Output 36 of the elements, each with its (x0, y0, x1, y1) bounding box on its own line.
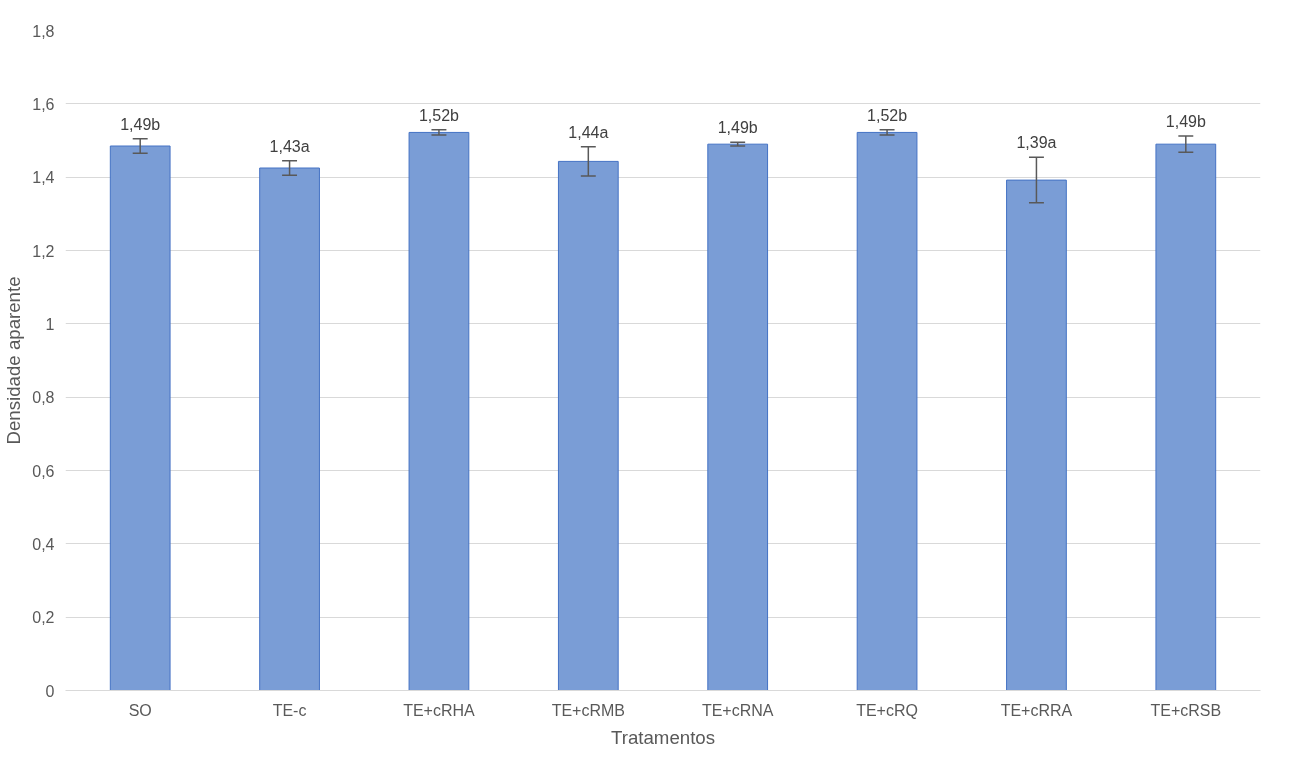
x-axis-title: Tratamentos (610, 726, 716, 748)
bar (259, 167, 320, 691)
bar (1155, 143, 1217, 691)
x-tick-label: TE+cRQ (856, 701, 918, 719)
data-label: 1,43a (269, 137, 310, 155)
y-tick-label: 1,6 (32, 95, 55, 113)
data-label: 1,49b (120, 115, 161, 133)
bar (856, 131, 918, 691)
bar (557, 160, 619, 691)
x-tick-label: TE+cRSB (1150, 701, 1222, 719)
bar (1006, 179, 1067, 691)
data-label: 1,39a (1016, 134, 1057, 152)
data-label: 1,52b (418, 106, 460, 124)
data-label: 1,44a (568, 123, 609, 141)
y-tick-label: 1,4 (32, 169, 55, 187)
bar (707, 143, 769, 691)
y-axis-title: Densidade aparente (3, 276, 25, 445)
y-tick-label: 0,6 (32, 462, 55, 480)
data-label: 1,49b (717, 119, 758, 137)
x-tick-label: SO (128, 701, 152, 719)
x-tick-label: TE-c (272, 701, 307, 719)
data-label: 1,52b (867, 106, 908, 124)
bar (408, 131, 470, 691)
y-tick-label: 1 (45, 315, 55, 333)
bar (109, 145, 171, 691)
y-tick-label: 1,8 (32, 22, 55, 40)
x-tick-label: TE+cRMB (551, 701, 625, 719)
y-tick-label: 1,2 (32, 242, 55, 260)
data-label: 1,49b (1165, 113, 1206, 131)
x-tick-label: TE+cRHA (403, 701, 476, 719)
y-tick-label: 0,2 (32, 609, 55, 627)
y-tick-label: 0,4 (32, 535, 55, 553)
x-tick-label: TE+cRNA (701, 701, 774, 719)
y-tick-label: 0 (45, 682, 55, 700)
y-tick-label: 0,8 (32, 389, 55, 407)
x-tick-label: TE+cRRA (1000, 701, 1073, 719)
